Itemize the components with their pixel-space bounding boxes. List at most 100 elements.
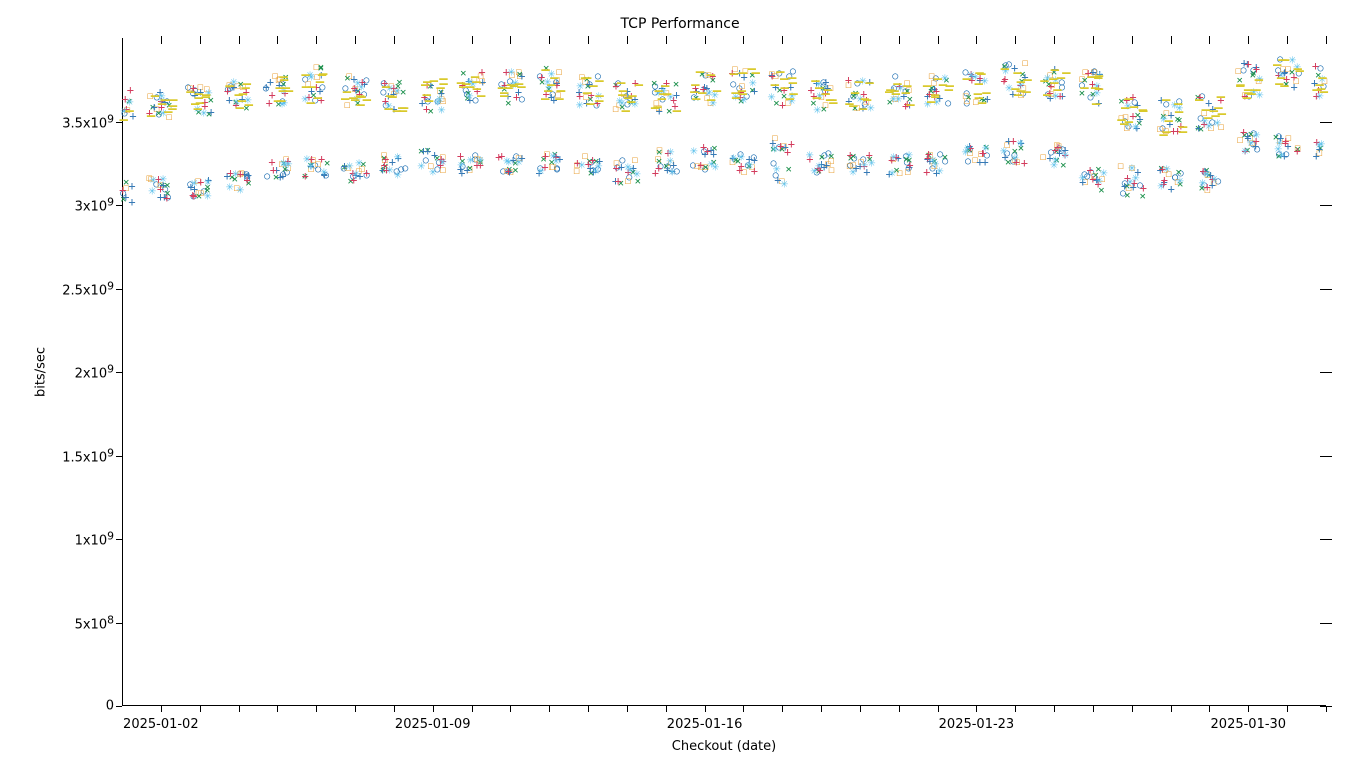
data-point: □ [1235, 68, 1240, 77]
data-point: + [127, 84, 134, 96]
data-point: ○ [1079, 81, 1085, 91]
data-point: — [1217, 90, 1223, 104]
data-point: ○ [302, 75, 308, 85]
data-point: — [1139, 103, 1145, 117]
data-point: + [1013, 156, 1020, 168]
data-point: ✳ [962, 145, 970, 158]
data-point: × [1195, 92, 1202, 103]
data-point: ○ [244, 170, 250, 180]
data-point: + [439, 155, 446, 167]
data-point: ○ [820, 78, 826, 88]
data-point: ○ [773, 171, 779, 181]
data-point: □ [749, 163, 754, 172]
data-point: + [1136, 113, 1143, 125]
data-point: × [232, 97, 239, 108]
data-point: ○ [615, 79, 621, 89]
data-point: ✳ [1052, 154, 1060, 167]
data-point: + [553, 151, 560, 163]
data-point: × [666, 105, 673, 116]
data-point: + [612, 80, 619, 92]
data-point: — [618, 88, 624, 102]
data-point: × [1203, 164, 1210, 175]
data-point: □ [440, 97, 445, 106]
data-point: □ [1014, 158, 1019, 167]
data-point: ○ [745, 161, 751, 171]
data-point: + [351, 82, 358, 94]
x-tick [860, 706, 861, 712]
data-point: — [982, 86, 988, 100]
data-point: + [615, 175, 622, 187]
data-point: × [732, 155, 739, 166]
data-point: □ [166, 114, 171, 123]
data-point: + [845, 95, 852, 107]
data-point: + [479, 76, 486, 88]
data-point: + [1195, 122, 1202, 134]
data-point: — [515, 77, 521, 91]
data-point: + [313, 81, 320, 93]
data-point: ✳ [659, 85, 667, 98]
data-point: — [541, 63, 547, 77]
data-point: ✳ [301, 93, 309, 106]
data-point: — [890, 84, 896, 98]
data-point: + [538, 71, 545, 83]
data-point: — [1236, 79, 1242, 93]
data-point: + [457, 163, 464, 175]
data-point: + [1001, 73, 1008, 85]
data-point: — [191, 97, 197, 111]
data-point: ✳ [1017, 79, 1025, 92]
data-point: □ [437, 88, 442, 97]
data-point: — [698, 86, 704, 100]
data-point: □ [772, 134, 777, 143]
data-point: ○ [284, 168, 290, 178]
data-point: × [1124, 181, 1131, 192]
data-point: + [513, 91, 520, 103]
data-point: □ [158, 182, 163, 191]
data-point: ○ [423, 156, 429, 166]
data-point: ○ [1321, 82, 1327, 92]
data-point: + [1275, 69, 1282, 81]
data-point: × [464, 93, 471, 104]
data-point: ○ [1020, 89, 1026, 99]
data-point: ✳ [773, 162, 781, 175]
data-point: × [943, 74, 950, 85]
data-point: + [924, 153, 931, 165]
data-point: ○ [702, 165, 708, 175]
data-point: □ [579, 74, 584, 83]
data-point: × [280, 158, 287, 169]
data-point: — [595, 74, 601, 88]
data-point: ✳ [149, 173, 157, 186]
data-point: × [434, 152, 441, 163]
data-point: × [275, 99, 282, 110]
data-point: ✳ [929, 153, 937, 166]
data-point: × [1174, 114, 1181, 125]
data-point: + [788, 138, 795, 150]
data-point: — [274, 94, 280, 108]
data-point: + [548, 91, 555, 103]
data-point: + [780, 84, 787, 96]
data-point: + [349, 167, 356, 179]
data-point: ✳ [352, 167, 360, 180]
data-point: × [229, 171, 236, 182]
data-point: ✳ [394, 168, 402, 181]
data-point: ○ [1241, 66, 1247, 76]
data-point: + [818, 158, 825, 170]
data-point: + [267, 76, 274, 88]
data-point: + [359, 76, 366, 88]
data-point: — [169, 99, 175, 113]
data-point: + [1096, 68, 1103, 80]
data-point: + [465, 75, 472, 87]
data-point: — [1062, 66, 1068, 80]
data-point: × [773, 98, 780, 109]
data-point: — [279, 84, 285, 98]
data-point: + [515, 86, 522, 98]
data-point: × [1042, 76, 1049, 87]
data-point: ✳ [1253, 129, 1261, 142]
data-point: ○ [187, 180, 193, 190]
data-point: — [595, 94, 601, 108]
data-point: + [968, 74, 975, 86]
data-point: ✳ [505, 155, 513, 168]
data-point: + [700, 83, 707, 95]
x-tick-top [1326, 36, 1327, 44]
data-point: — [425, 94, 431, 108]
data-point: + [736, 67, 743, 79]
